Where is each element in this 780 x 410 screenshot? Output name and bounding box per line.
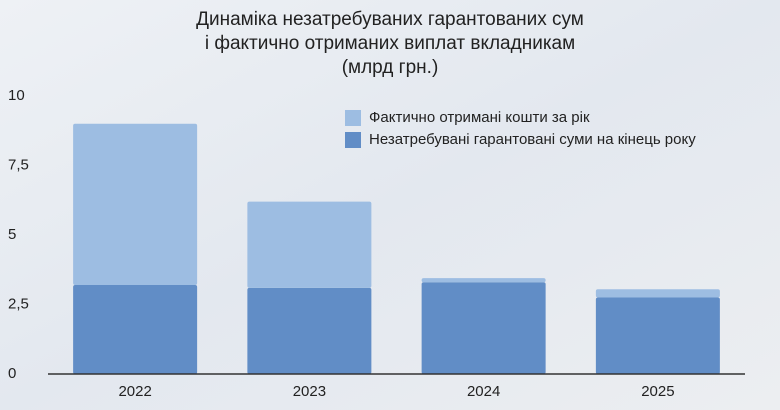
x-tick-label: 2022 [118, 383, 151, 400]
legend-swatch [345, 132, 361, 148]
chart-title: і фактично отриманих виплат вкладникам [205, 33, 575, 54]
y-tick-label: 2,5 [8, 295, 29, 312]
x-tick-label: 2025 [641, 383, 674, 400]
legend-label: Незатребувані гарантовані суми на кінець… [369, 131, 696, 148]
bar-segment [73, 123, 198, 286]
bar-segment [247, 201, 372, 288]
y-tick-label: 0 [8, 365, 16, 382]
bar-segment [595, 297, 720, 374]
legend: Фактично отримані кошти за рік Незатребув… [345, 109, 696, 148]
bar-segment [421, 278, 546, 283]
y-tick-label: 7,5 [8, 156, 29, 173]
chart-title: Динаміка незатребуваних гарантованих сум [196, 9, 584, 30]
x-tick-label: 2023 [293, 383, 326, 400]
y-tick-label: 10 [8, 87, 25, 104]
bar-segment [247, 287, 372, 374]
x-tick-label: 2024 [467, 383, 500, 400]
bar-segment [595, 289, 720, 298]
title: Динаміка незатребуваних гарантованих сум… [196, 9, 584, 78]
y-tick-label: 5 [8, 226, 16, 243]
bar-segment [73, 285, 198, 374]
bar-segment [421, 282, 546, 374]
chart-title: (млрд грн.) [342, 57, 439, 78]
legend-label: Фактично отримані кошти за рік [369, 109, 590, 126]
legend-swatch [345, 110, 361, 126]
